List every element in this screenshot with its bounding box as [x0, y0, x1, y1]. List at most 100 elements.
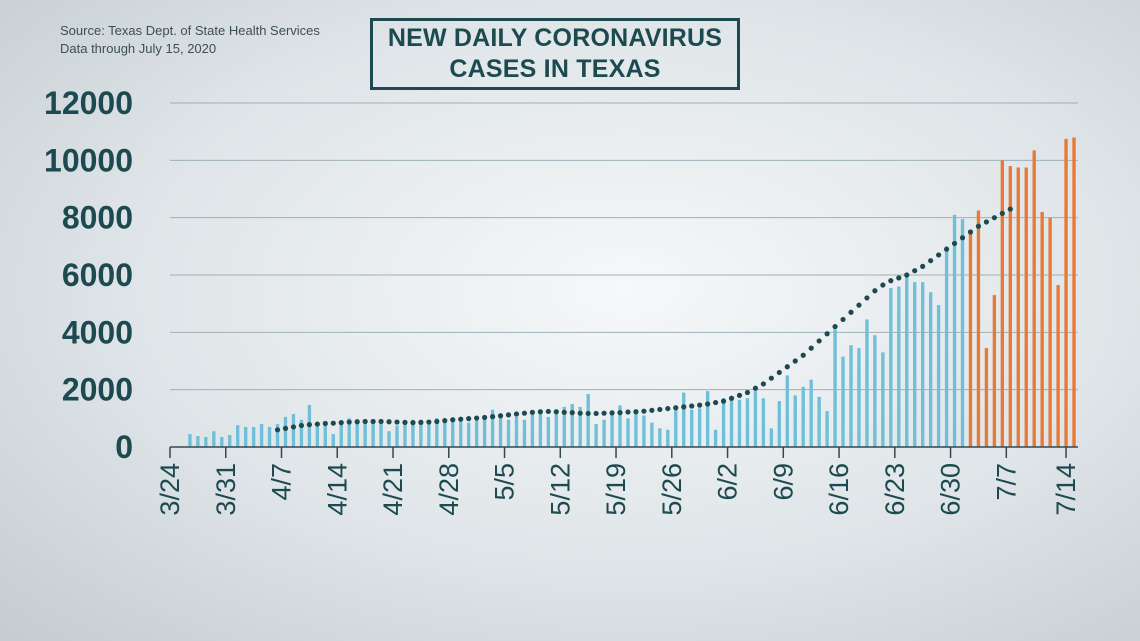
bar: [395, 425, 399, 447]
bar: [849, 345, 853, 447]
bar: [411, 419, 415, 447]
trend-dot: [633, 409, 639, 415]
bar: [952, 214, 957, 447]
x-axis: 3/24 3/31 4/7 4/14 4/21 4/28 5/5 5/12 5/19 5/26 6/…: [155, 446, 1081, 516]
bar: [259, 424, 264, 447]
trend-dot: [720, 398, 727, 404]
bar: [897, 286, 901, 447]
trend-dot: [967, 229, 974, 235]
trend-dot: [951, 240, 958, 247]
bar: [1032, 150, 1036, 448]
bar: [976, 210, 981, 447]
trend-dot: [840, 316, 846, 323]
bar: [960, 219, 965, 447]
bar: [865, 319, 869, 447]
trend-dot: [529, 409, 536, 415]
bar: [913, 282, 917, 447]
bar: [857, 348, 861, 447]
x-tick-label: 5/26: [657, 463, 687, 516]
bar: [801, 386, 805, 447]
bar: [212, 431, 216, 447]
trend-dot: [689, 403, 695, 409]
trend-dot: [936, 252, 942, 258]
trend-dot: [999, 210, 1005, 216]
x-tick-label: 6/30: [936, 463, 966, 516]
y-tick-label: 2000: [62, 372, 133, 408]
trend-dot: [489, 414, 496, 420]
trend-dot: [394, 419, 400, 425]
trend-dot: [426, 419, 432, 425]
bar: [379, 424, 383, 447]
bar: [825, 411, 829, 447]
bar: [658, 428, 662, 447]
trend-dot: [705, 401, 711, 407]
trend-dot: [665, 405, 671, 412]
bar: [299, 419, 304, 447]
trend-dot: [792, 358, 798, 364]
bar: [674, 406, 678, 447]
trend-dot: [912, 268, 918, 274]
trend-dot: [880, 282, 886, 288]
bar: [331, 434, 335, 447]
bar: [1024, 167, 1028, 447]
trend-dot: [848, 309, 854, 315]
bar: [889, 287, 893, 447]
chart-title: NEW DAILY CORONAVIRUS CASES IN TEXAS: [370, 18, 740, 90]
x-tick-label: 4/21: [378, 463, 408, 516]
bar: [753, 391, 758, 447]
bar: [251, 426, 256, 447]
trend-dot: [282, 425, 289, 431]
y-tick-label: 10000: [44, 142, 133, 178]
bar: [881, 352, 885, 447]
bar: [968, 230, 973, 447]
trend-dot: [943, 246, 950, 252]
x-tick-label: 5/12: [545, 463, 575, 516]
bar: [403, 421, 407, 447]
bar: [283, 416, 288, 447]
trend-dot: [673, 405, 679, 411]
trend-dot: [585, 410, 591, 417]
bar: [323, 421, 327, 447]
bar: [1072, 137, 1076, 447]
trend-dot: [904, 272, 910, 278]
bar: [546, 416, 551, 447]
bar: [586, 393, 590, 447]
bar: [236, 425, 240, 447]
bar: [514, 416, 519, 447]
x-tick-label: 6/9: [768, 463, 798, 501]
trend-dot: [434, 418, 440, 425]
bar: [267, 426, 272, 447]
data-through-line: Data through July 15, 2020: [60, 41, 217, 56]
bar: [570, 404, 574, 447]
bar: [682, 392, 686, 447]
trend-dot: [569, 410, 575, 416]
trend-dot: [274, 427, 281, 433]
bar: [944, 246, 949, 447]
bar: [626, 418, 630, 447]
trend-dot: [800, 352, 806, 358]
bar: [363, 422, 367, 447]
bar: [921, 282, 925, 447]
trend-dot: [418, 419, 424, 425]
trend-dot: [975, 223, 982, 229]
chart-title-line-2: CASES IN TEXAS: [449, 55, 661, 83]
source-line: Source: Texas Dept. of State Health Serv…: [60, 23, 320, 38]
trend-dot: [713, 399, 719, 406]
trend-dot: [1007, 206, 1013, 212]
trend-dot: [537, 409, 543, 415]
bar: [474, 418, 479, 447]
y-tick-label: 4000: [62, 314, 133, 350]
bar: [443, 421, 447, 447]
bar: [371, 419, 375, 447]
trend-dot: [402, 419, 408, 425]
trend-dot: [370, 418, 376, 425]
bar: [650, 422, 654, 447]
trend-dot: [649, 407, 655, 413]
bar: [873, 335, 877, 447]
trend-dot: [505, 412, 512, 418]
bar: [602, 419, 606, 447]
trend-dot: [625, 409, 631, 415]
trend-dot: [856, 302, 862, 308]
bar: [745, 398, 750, 447]
y-tick-label: 8000: [62, 200, 133, 236]
